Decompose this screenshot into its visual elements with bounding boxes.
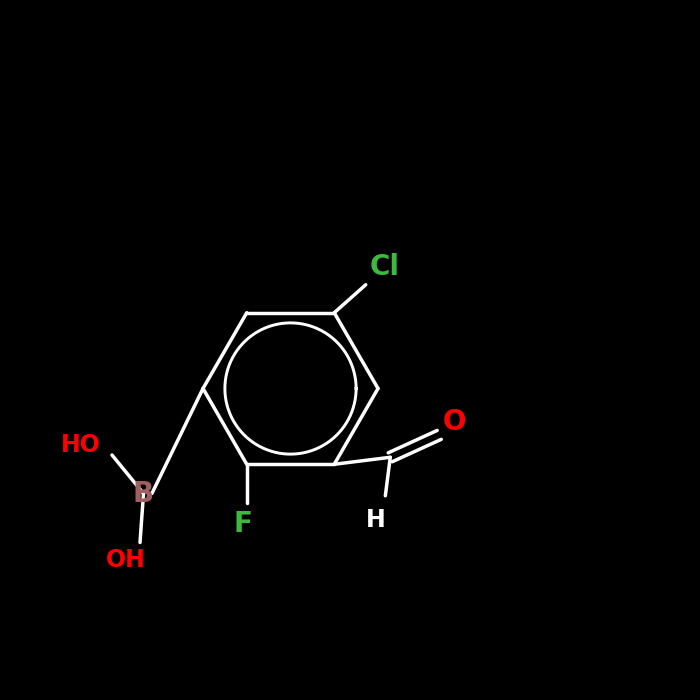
Text: Cl: Cl [370, 253, 400, 281]
Text: O: O [443, 408, 466, 436]
Text: OH: OH [106, 548, 146, 572]
Text: HO: HO [61, 433, 100, 456]
Text: B: B [133, 480, 154, 508]
Text: F: F [234, 510, 253, 538]
Text: H: H [366, 508, 386, 532]
